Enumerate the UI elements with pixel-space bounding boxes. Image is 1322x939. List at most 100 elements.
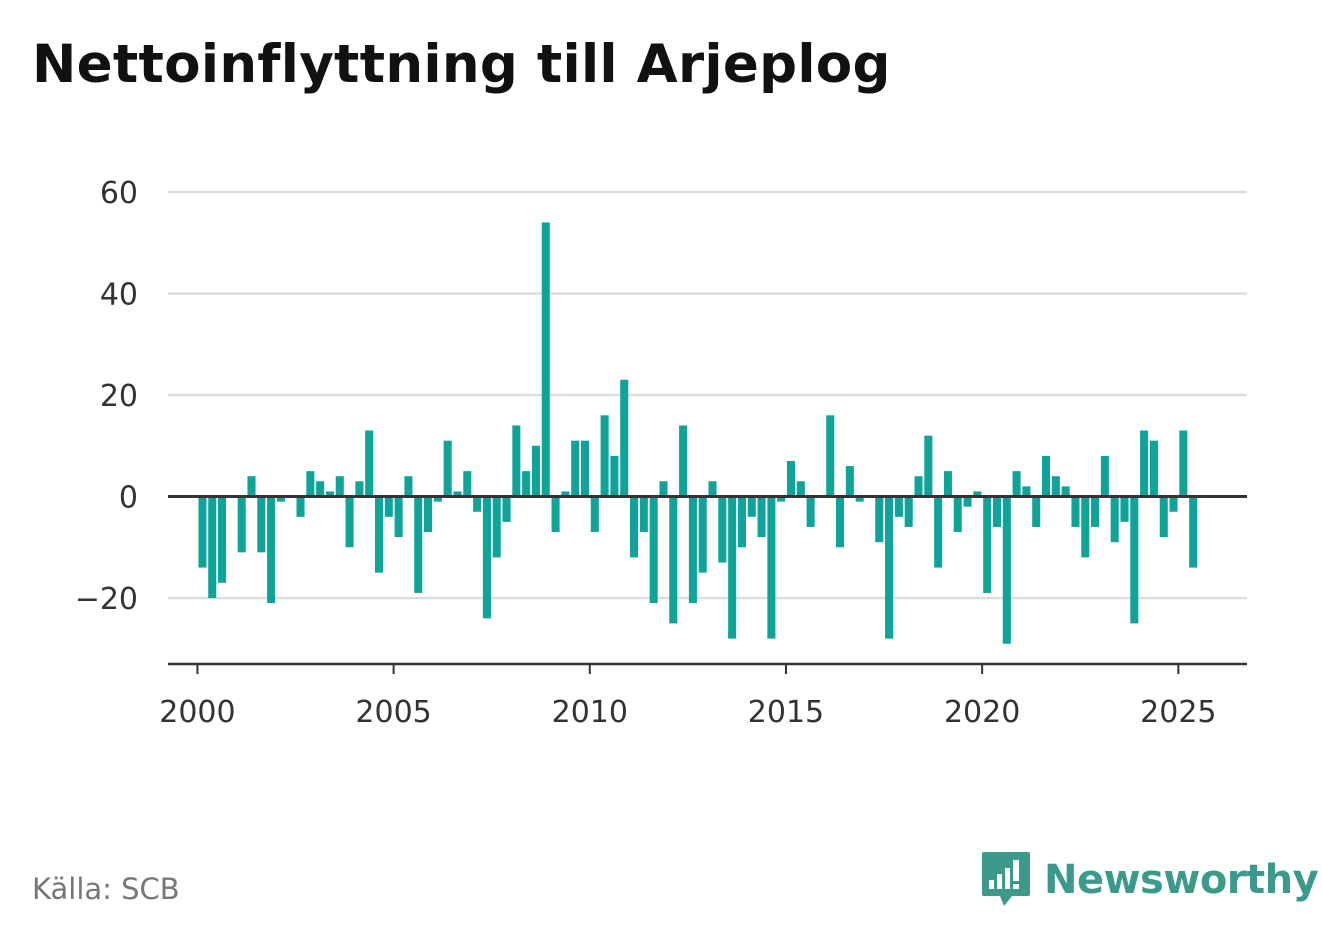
bar xyxy=(325,491,334,497)
bar xyxy=(218,496,227,583)
bar xyxy=(208,496,217,599)
bar xyxy=(630,496,639,558)
bar xyxy=(894,496,903,517)
bar xyxy=(1120,496,1129,522)
bar xyxy=(394,496,403,538)
bar xyxy=(306,471,315,497)
bar xyxy=(708,481,717,497)
bar xyxy=(698,496,707,573)
bar xyxy=(433,496,442,502)
y-tick-labels: 60 40 20 0 −20 xyxy=(75,176,138,617)
bar xyxy=(384,496,393,517)
bar xyxy=(767,496,776,639)
bar xyxy=(728,496,737,639)
bar xyxy=(443,440,452,497)
bar xyxy=(424,496,433,533)
y-tick-label: 20 xyxy=(100,379,138,414)
bar xyxy=(679,425,688,497)
bar xyxy=(620,379,629,497)
bar xyxy=(316,481,325,497)
bar xyxy=(943,471,952,497)
bar xyxy=(1012,471,1021,497)
bar xyxy=(473,496,482,512)
y-tick-label: −20 xyxy=(75,582,138,617)
x-tick-labels: 2000 2005 2010 2015 2020 2025 xyxy=(159,695,1216,730)
bar xyxy=(737,496,746,548)
bar xyxy=(1042,455,1051,497)
bar xyxy=(580,440,590,497)
newsworthy-logo: Newsworthy xyxy=(980,850,1319,910)
bar xyxy=(718,496,727,563)
gridlines xyxy=(168,190,1247,600)
bar xyxy=(1091,496,1100,527)
y-tick-label: 60 xyxy=(100,176,138,211)
bar xyxy=(482,496,491,619)
bar xyxy=(257,496,266,553)
bar xyxy=(1100,455,1109,497)
bar xyxy=(463,471,472,497)
bar xyxy=(551,496,560,533)
bar xyxy=(531,445,540,497)
bar xyxy=(1140,430,1149,497)
bar xyxy=(345,496,354,548)
bar xyxy=(296,496,305,517)
bar xyxy=(198,496,207,568)
chart-title: Nettoinflyttning till Arjeplog xyxy=(32,34,891,95)
x-tick-label: 2000 xyxy=(159,695,235,730)
bar xyxy=(924,435,933,497)
bar xyxy=(855,496,864,502)
bar xyxy=(669,496,678,624)
bars xyxy=(198,222,1198,644)
bar xyxy=(247,476,256,497)
bar xyxy=(1081,496,1090,558)
bar xyxy=(786,460,796,497)
bar xyxy=(512,425,521,497)
bar xyxy=(237,496,246,553)
bar xyxy=(973,491,982,497)
x-tick-label: 2015 xyxy=(748,695,824,730)
bar xyxy=(806,496,815,527)
bar xyxy=(276,496,285,502)
brand-name: Newsworthy xyxy=(1044,857,1319,903)
bar xyxy=(953,496,962,533)
bar xyxy=(885,496,894,639)
bar xyxy=(590,496,599,533)
bar xyxy=(1189,496,1198,568)
bar xyxy=(335,476,344,497)
bar xyxy=(639,496,648,533)
bar xyxy=(845,466,854,497)
bar xyxy=(1169,496,1178,512)
bar xyxy=(963,496,972,507)
bar xyxy=(757,496,766,538)
bar xyxy=(502,496,511,522)
bar xyxy=(688,496,697,604)
bar xyxy=(826,415,835,497)
bar xyxy=(983,496,992,593)
bar xyxy=(1002,496,1011,644)
bar xyxy=(365,430,374,497)
x-tick-label: 2020 xyxy=(944,695,1020,730)
bar xyxy=(600,415,609,497)
bar xyxy=(561,491,570,497)
bar xyxy=(522,471,531,497)
bar xyxy=(374,496,384,573)
bar xyxy=(1022,486,1031,497)
bar xyxy=(1159,496,1168,538)
y-tick-label: 0 xyxy=(119,481,138,516)
bar xyxy=(1032,496,1041,527)
bar xyxy=(1149,440,1158,497)
bar xyxy=(404,476,413,497)
bar xyxy=(355,481,364,497)
bar xyxy=(414,496,423,593)
axes xyxy=(168,662,1247,674)
x-tick-label: 2010 xyxy=(552,695,628,730)
bar xyxy=(267,496,276,604)
bar xyxy=(453,491,462,497)
bar xyxy=(571,440,580,497)
bar xyxy=(1130,496,1139,624)
bar xyxy=(610,455,619,497)
bar xyxy=(777,496,786,502)
bar xyxy=(796,481,805,497)
y-tick-label: 40 xyxy=(100,278,138,313)
